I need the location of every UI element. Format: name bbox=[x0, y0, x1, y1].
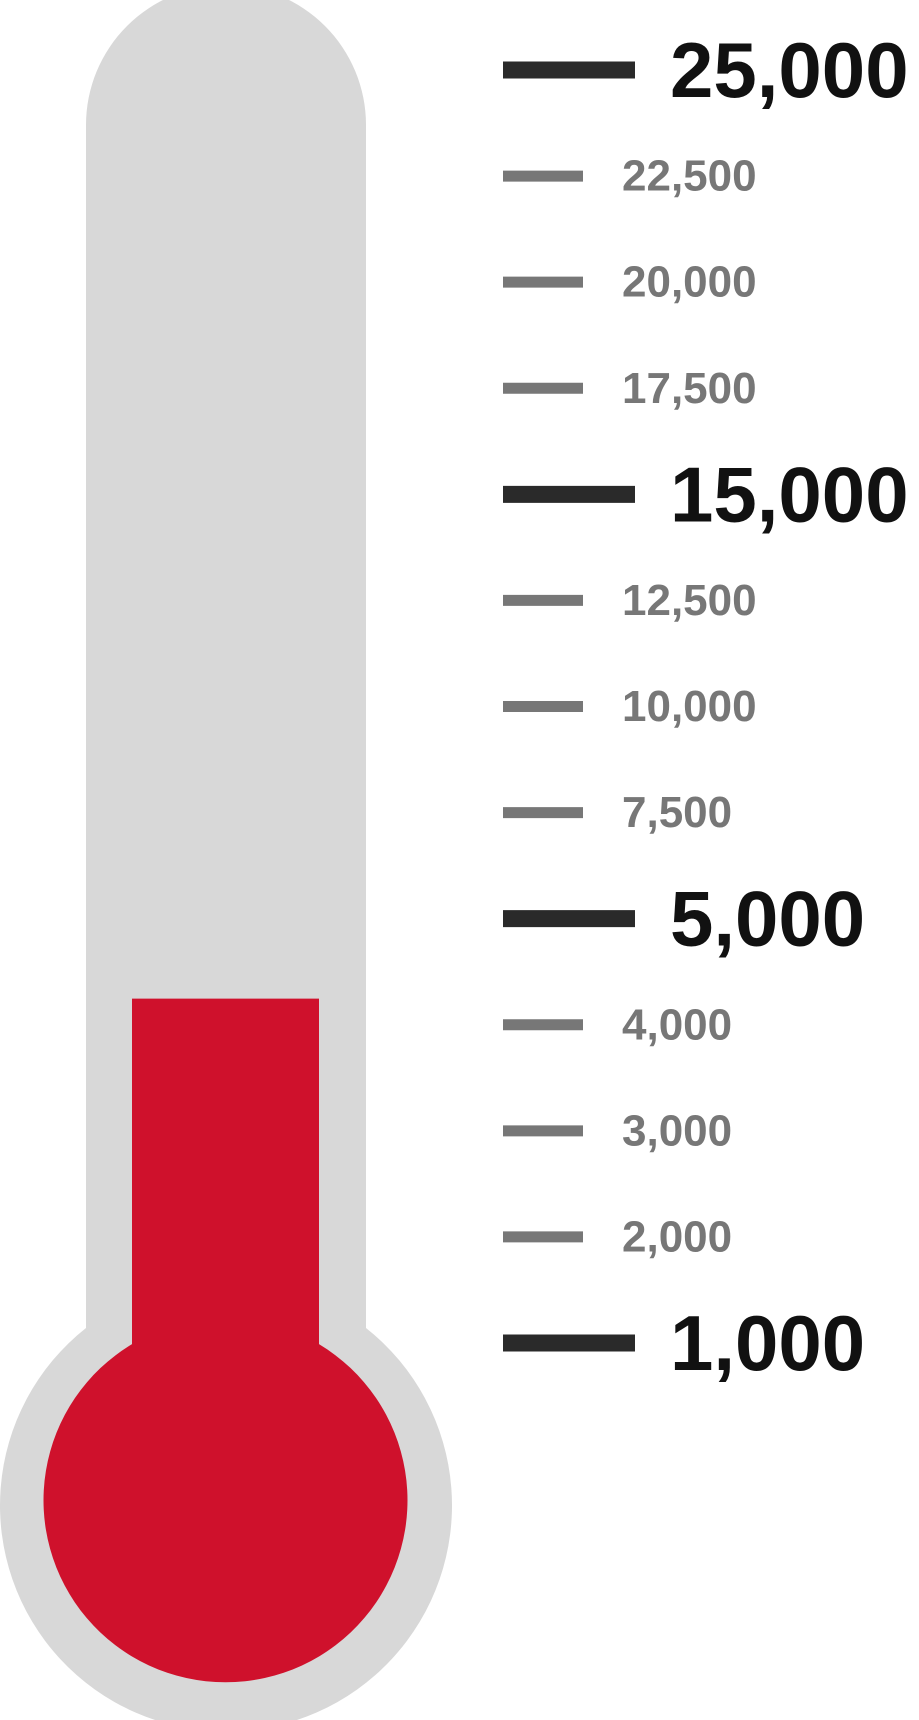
mercury-column bbox=[43, 998, 408, 1683]
tick-label-2000: 2,000 bbox=[622, 1212, 732, 1261]
tick-label-7500: 7,500 bbox=[622, 788, 732, 837]
scale-ticks: 25,000 22,500 20,000 17,500 15,000 12,500 10,0… bbox=[503, 26, 909, 1387]
tick-label-5000: 5,000 bbox=[670, 875, 865, 963]
thermometer-tube bbox=[0, 0, 452, 1720]
tick-label-3000: 3,000 bbox=[622, 1106, 732, 1155]
tick-label-17500: 17,500 bbox=[622, 364, 757, 413]
tube-outline bbox=[0, 0, 452, 1720]
tick-label-25000: 25,000 bbox=[670, 26, 909, 114]
mercury-fill bbox=[43, 998, 408, 1683]
tick-label-12500: 12,500 bbox=[622, 576, 757, 625]
tick-label-20000: 20,000 bbox=[622, 258, 757, 307]
tick-label-15000: 15,000 bbox=[670, 450, 909, 538]
tick-label-4000: 4,000 bbox=[622, 1000, 732, 1049]
tick-label-22500: 22,500 bbox=[622, 152, 757, 201]
tick-label-1000: 1,000 bbox=[670, 1299, 865, 1387]
tick-label-10000: 10,000 bbox=[622, 682, 757, 731]
